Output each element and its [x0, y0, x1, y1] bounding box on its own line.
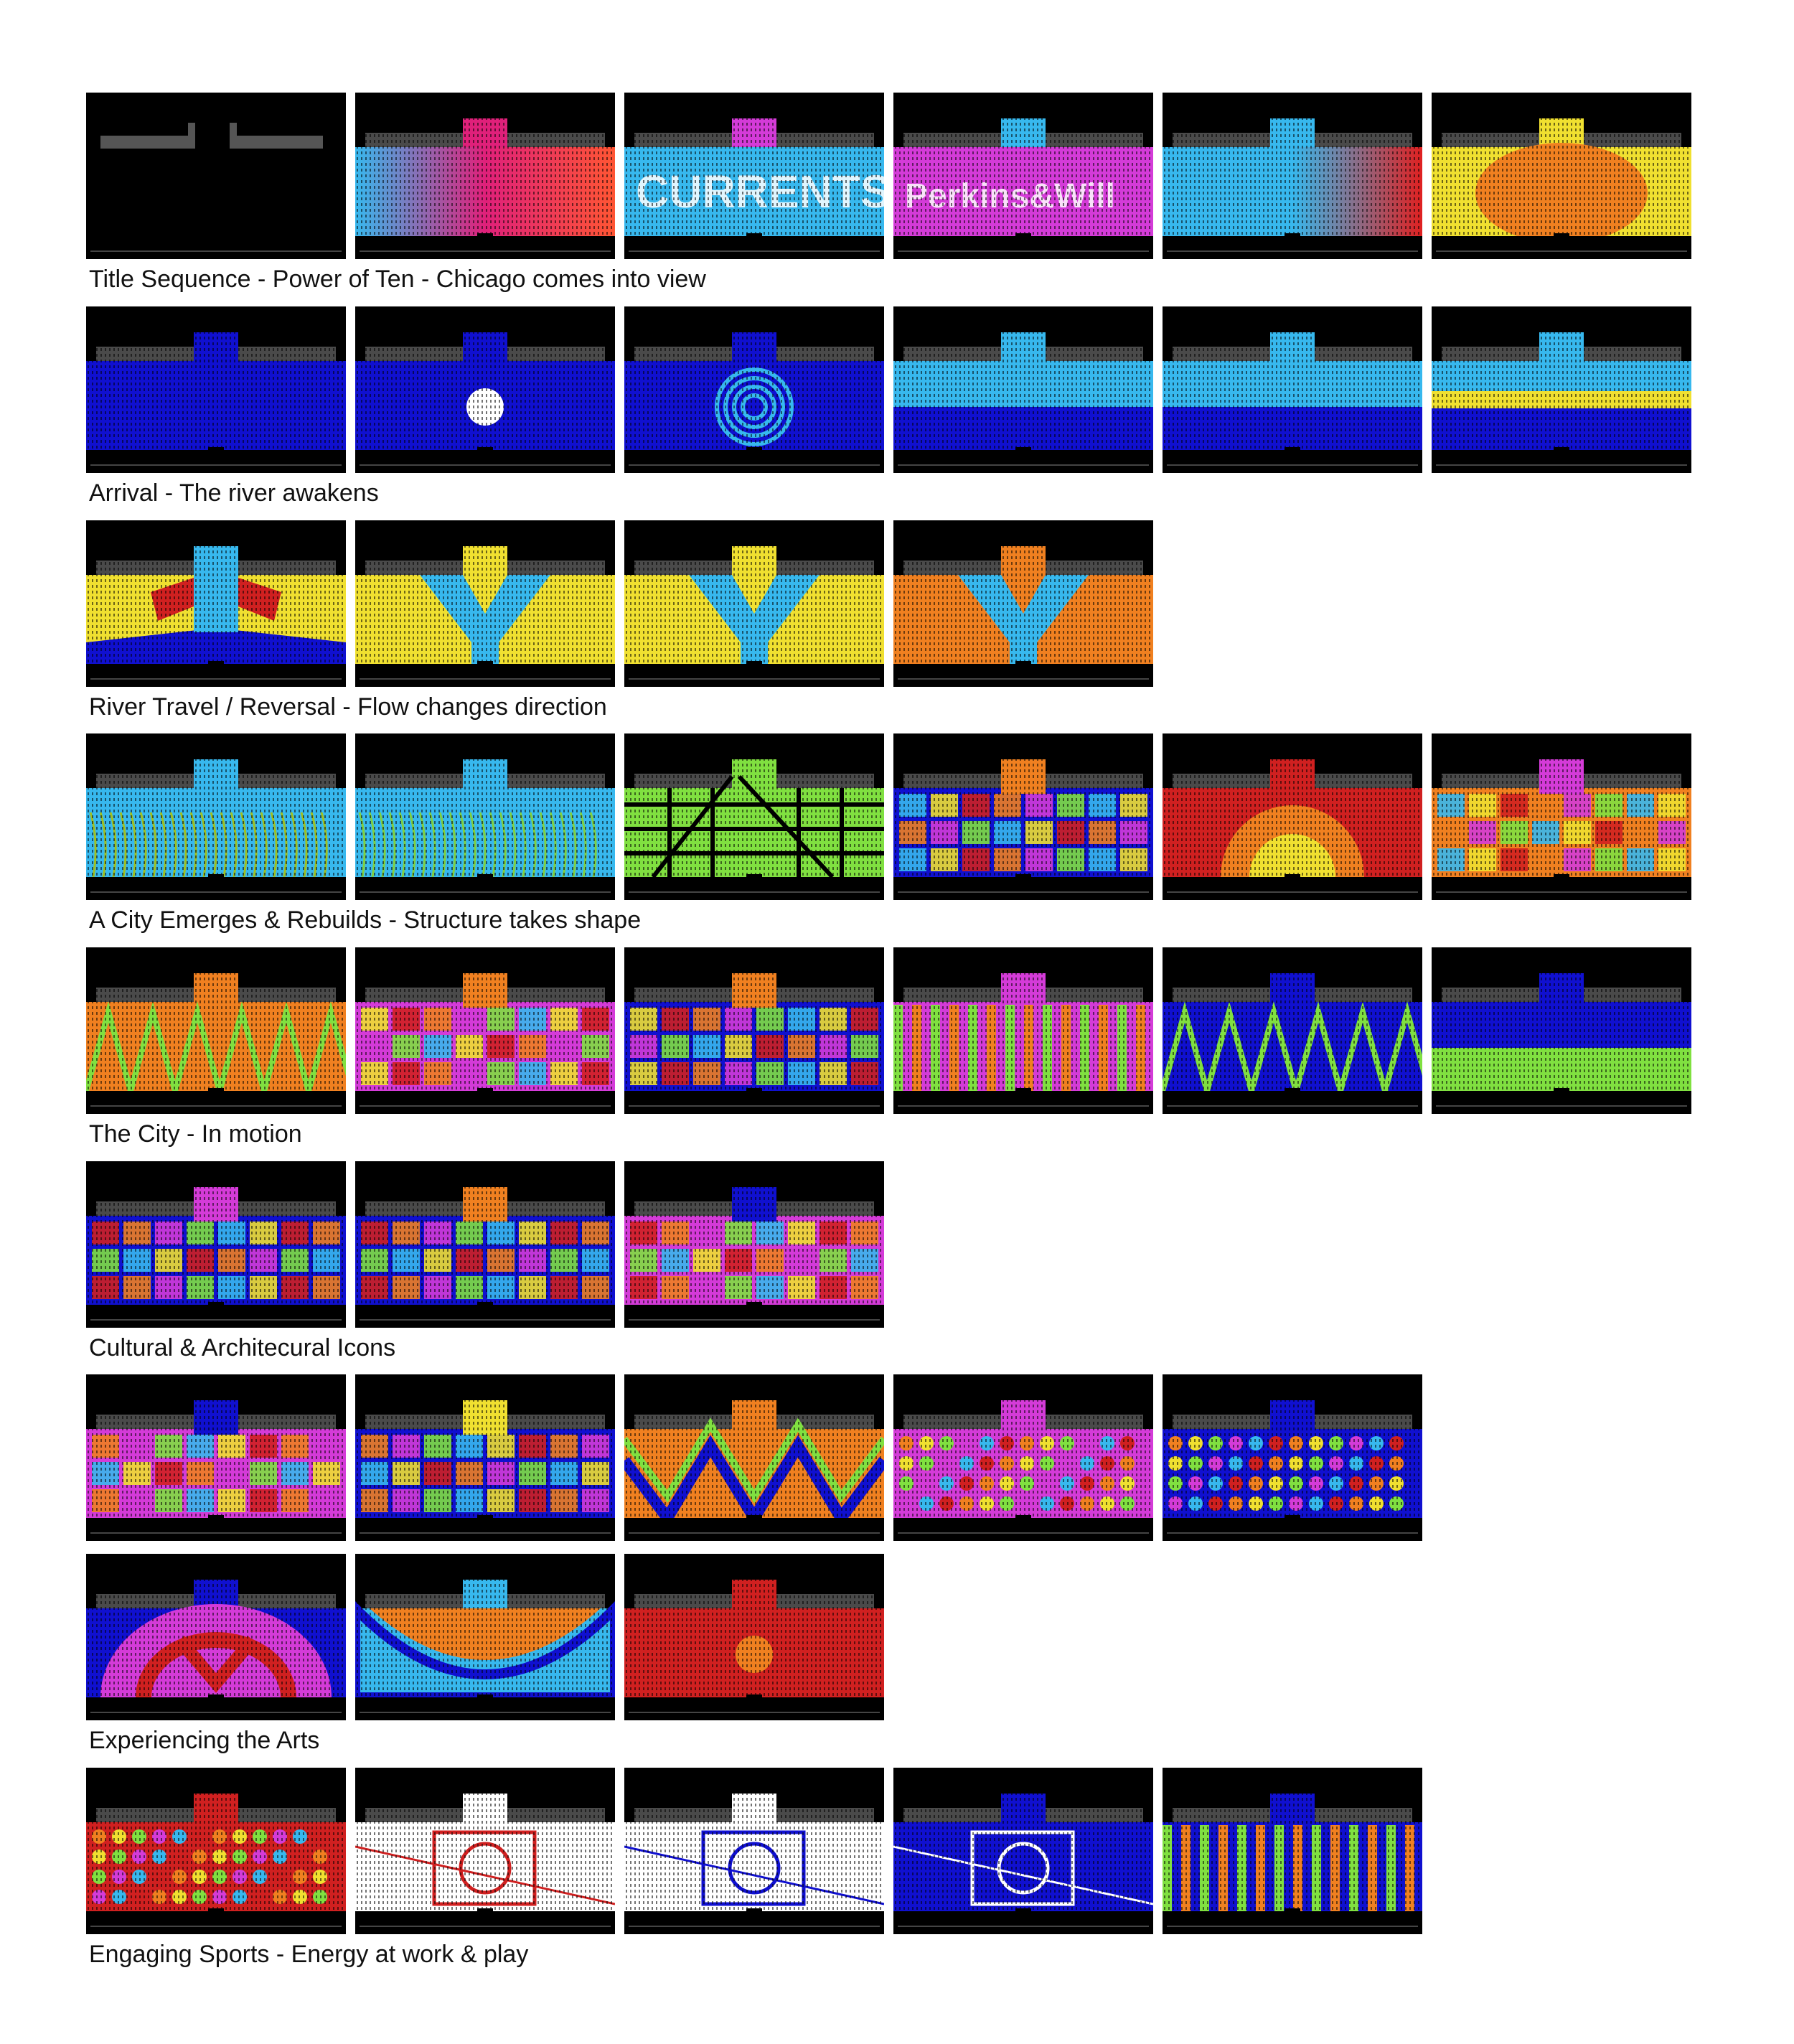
- frame-thumbnail: [355, 1768, 615, 1934]
- frame-thumbnail: [893, 306, 1153, 473]
- thumbnail-strip: [0, 1768, 1794, 1934]
- thumbnail-strip: [0, 1374, 1794, 1541]
- frame-thumbnail: [355, 733, 615, 900]
- thumbnail-strip: [0, 947, 1794, 1114]
- section-caption: Cultural & Architecural Icons: [89, 1334, 396, 1361]
- frame-thumbnail: [624, 1554, 884, 1720]
- frame-thumbnail: [624, 520, 884, 687]
- frame-thumbnail: [624, 1374, 884, 1541]
- section-caption: River Travel / Reversal - Flow changes d…: [89, 693, 607, 721]
- frame-thumbnail: [355, 1161, 615, 1328]
- section-caption: Title Sequence - Power of Ten - Chicago …: [89, 266, 706, 293]
- frame-thumbnail: [893, 1768, 1153, 1934]
- frame-thumbnail: [893, 520, 1153, 687]
- section-caption: Arrival - The river awakens: [89, 479, 379, 507]
- frame-thumbnail: [1432, 306, 1691, 473]
- frame-thumbnail: [355, 1554, 615, 1720]
- frame-thumbnail: Perkins&Will: [893, 93, 1153, 259]
- building-facade: [100, 123, 323, 149]
- section-caption: A City Emerges & Rebuilds - Structure ta…: [89, 906, 642, 934]
- frame-thumbnail: [893, 733, 1153, 900]
- frame-thumbnail: [355, 306, 615, 473]
- frame-thumbnail: [1432, 733, 1691, 900]
- frame-thumbnail: [624, 1768, 884, 1934]
- frame-thumbnail: [1163, 733, 1422, 900]
- frame-thumbnail: [86, 1161, 346, 1328]
- frame-thumbnail: [355, 947, 615, 1114]
- frame-thumbnail: CURRENTS: [624, 93, 884, 259]
- frame-thumbnail: [1432, 93, 1691, 259]
- section-caption: Engaging Sports - Energy at work & play: [89, 1941, 529, 1968]
- frame-thumbnail: [624, 306, 884, 473]
- frame-thumbnail: [1163, 1768, 1422, 1934]
- thumbnail-strip: [0, 1161, 1794, 1328]
- frame-thumbnail: [1163, 947, 1422, 1114]
- frame-thumbnail: [355, 1374, 615, 1541]
- frame-thumbnail: [355, 93, 615, 259]
- frame-thumbnail: [86, 93, 346, 259]
- frame-thumbnail: [893, 947, 1153, 1114]
- frame-thumbnail: [624, 733, 884, 900]
- frame-thumbnail: [893, 1374, 1153, 1541]
- frame-thumbnail: [624, 947, 884, 1114]
- thumbnail-strip: [0, 520, 1794, 687]
- frame-thumbnail: [1163, 1374, 1422, 1541]
- frame-thumbnail: [86, 306, 346, 473]
- frame-thumbnail: [1163, 93, 1422, 259]
- frame-thumbnail: [355, 520, 615, 687]
- frame-thumbnail: [624, 1161, 884, 1328]
- frame-thumbnail: [86, 1554, 346, 1720]
- thumbnail-strip: [0, 1554, 1794, 1720]
- frame-thumbnail: [86, 520, 346, 687]
- frame-thumbnail: [86, 733, 346, 900]
- frame-thumbnail: [1432, 947, 1691, 1114]
- thumbnail-strip: [0, 306, 1794, 473]
- section-caption: Experiencing the Arts: [89, 1727, 320, 1754]
- section-caption: The City - In motion: [89, 1120, 302, 1148]
- frame-thumbnail: [1163, 306, 1422, 473]
- frame-thumbnail: [86, 947, 346, 1114]
- frame-thumbnail: [86, 1768, 346, 1934]
- thumbnail-strip: CURRENTSPerkins&Will: [0, 93, 1794, 259]
- frame-thumbnail: [86, 1374, 346, 1541]
- thumbnail-strip: [0, 733, 1794, 900]
